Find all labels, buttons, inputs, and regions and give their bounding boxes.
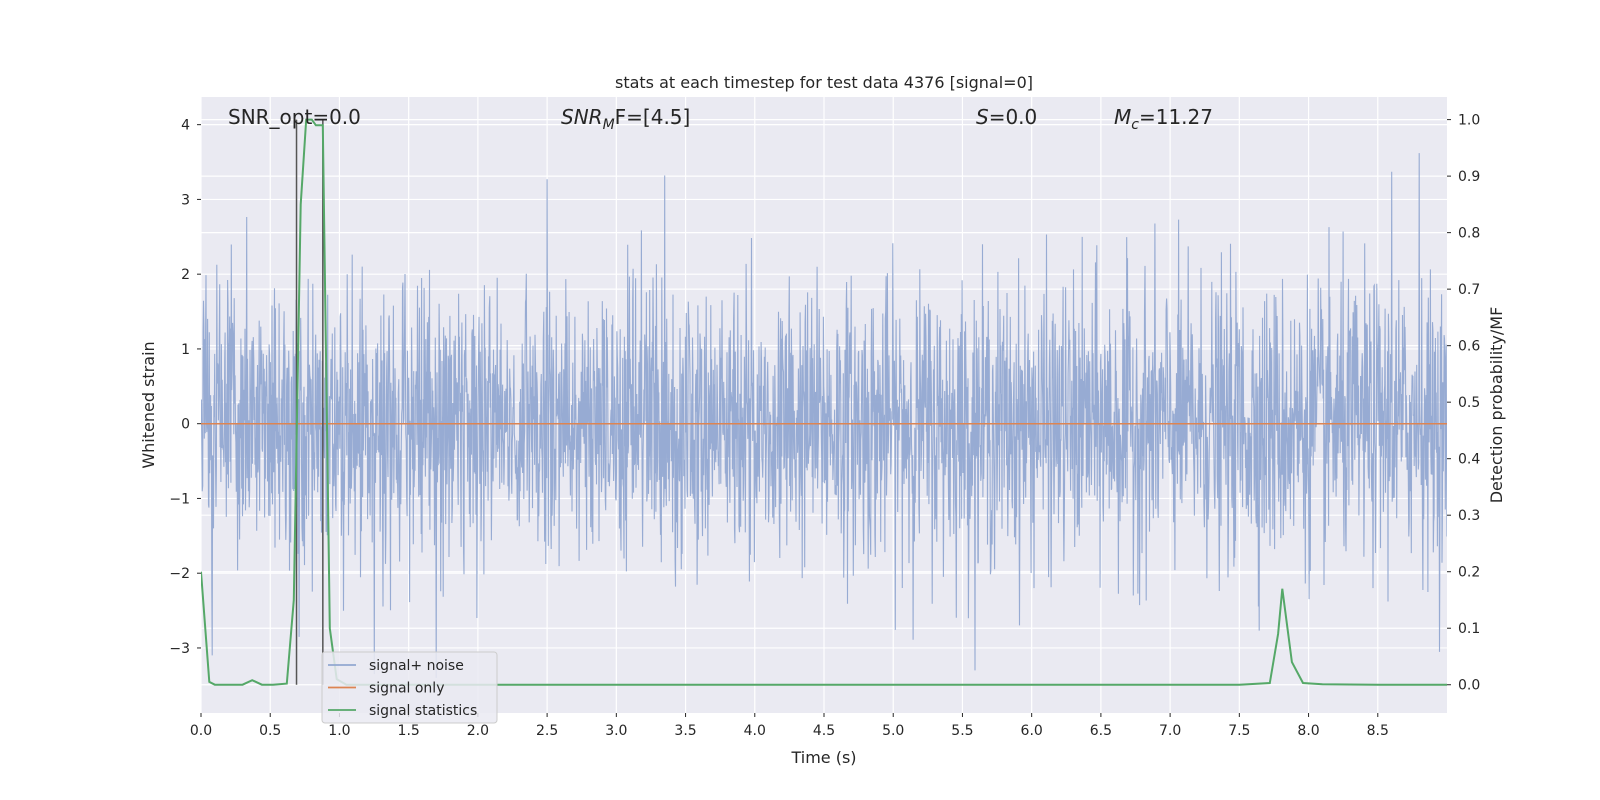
legend: signal+ noise signal only signal statist… (321, 651, 498, 724)
snr-mf-tail: F=[4.5] (615, 105, 691, 129)
legend-label-stats: signal statistics (369, 703, 477, 719)
x-axis-label: Time (s) (790, 748, 856, 767)
x-tick-label: 7.5 (1228, 723, 1250, 739)
y2-tick-label: 0.8 (1458, 226, 1480, 242)
snr-mf-label: SNR (561, 105, 603, 129)
x-tick-label: 1.5 (398, 723, 420, 739)
x-tick-label: 0.0 (190, 723, 212, 739)
x-tick-label: 2.5 (536, 723, 558, 739)
x-tick-label: 2.0 (467, 723, 489, 739)
y2-axis-label: Detection probability/MF (1487, 307, 1506, 504)
mc-sub: c (1131, 117, 1139, 133)
x-tick-label: 6.5 (1090, 723, 1112, 739)
y-tick-label: −2 (169, 566, 190, 582)
x-tick-label: 3.0 (605, 723, 627, 739)
s-label: S (976, 105, 989, 129)
y2-tick-label: 0.4 (1458, 452, 1480, 468)
y2-tick-label: 0.7 (1458, 282, 1480, 298)
mc-label: M (1114, 105, 1131, 129)
y2-tick-label: 0.3 (1458, 508, 1480, 524)
mc-value: =11.27 (1139, 105, 1213, 129)
y-tick-label: 3 (181, 192, 190, 208)
annotation-mc: Mc=11.27 (1114, 105, 1213, 133)
y-tick-label: 0 (181, 417, 190, 433)
annotation-snr-mf: SNRMF=[4.5] (561, 105, 690, 133)
y-tick-label: −1 (169, 491, 190, 507)
x-tick-label: 3.5 (674, 723, 696, 739)
annotation-s: S=0.0 (976, 105, 1037, 129)
series-signal-noise (201, 153, 1447, 678)
y2-tick-label: 0.0 (1458, 678, 1480, 694)
series-signal-statistics (201, 118, 1447, 686)
x-tick-label: 6.0 (1021, 723, 1043, 739)
x-tick-label: 0.5 (259, 723, 281, 739)
y2-tick-label: 0.1 (1458, 621, 1480, 637)
x-tick-label: 7.0 (1159, 723, 1181, 739)
y-tick-label: 2 (181, 267, 190, 283)
axis-ticks: 0.0 0.5 1.0 1.5 2.0 2.5 3.0 3.5 4.0 4.5 5.0 5.5 6.0 6… (169, 113, 1480, 739)
y2-tick-label: 0.5 (1458, 395, 1480, 411)
legend-label-noise: signal+ noise (369, 658, 464, 674)
x-tick-label: 1.0 (328, 723, 350, 739)
legend-label-signal: signal only (369, 681, 444, 697)
x-tick-label: 5.5 (951, 723, 973, 739)
plot-clip-group (201, 118, 1447, 686)
legend-box (321, 651, 498, 724)
y2-tick-label: 0.9 (1458, 169, 1480, 185)
x-tick-label: 8.0 (1297, 723, 1319, 739)
y-tick-label: 1 (181, 342, 190, 358)
y-tick-label: −3 (169, 641, 190, 657)
x-tick-label: 8.5 (1367, 723, 1389, 739)
x-tick-label: 4.0 (744, 723, 766, 739)
x-tick-label: 4.5 (813, 723, 835, 739)
x-tick-label: 5.0 (882, 723, 904, 739)
s-value: =0.0 (989, 105, 1038, 129)
y2-tick-label: 0.6 (1458, 339, 1480, 355)
annotation-snr-opt: SNR_opt=0.0 (228, 105, 361, 129)
y-axis-label: Whitened strain (139, 341, 158, 468)
snr-mf-sub: M (603, 117, 615, 133)
chart-title: stats at each timestep for test data 437… (615, 73, 1033, 92)
y-tick-label: 4 (181, 118, 190, 134)
y2-tick-label: 0.2 (1458, 565, 1480, 581)
plot-content (201, 118, 1447, 686)
y2-tick-label: 1.0 (1458, 113, 1480, 129)
